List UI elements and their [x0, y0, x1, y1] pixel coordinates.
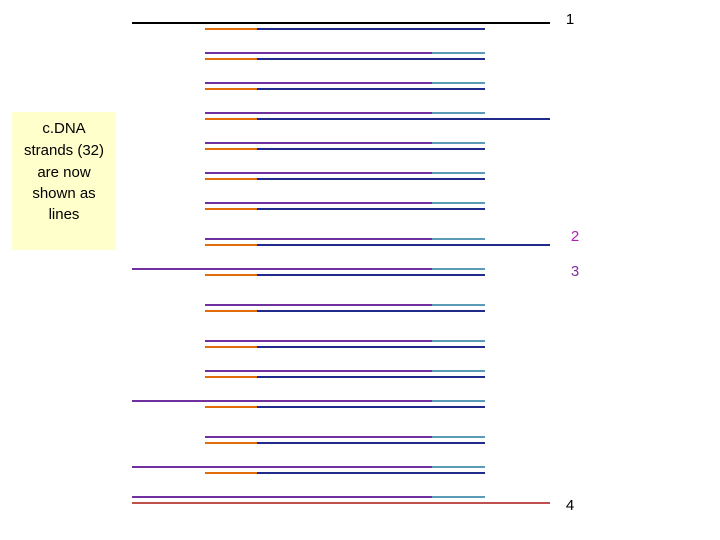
callout-line: lines — [49, 206, 80, 223]
callout-line: c.DNA — [42, 120, 85, 137]
strands — [132, 22, 550, 504]
callout: c.DNA strands (32) are now shown as line… — [24, 120, 104, 223]
callout-line: strands (32) — [24, 142, 104, 159]
marker-label: 2 — [571, 228, 579, 245]
callout-line: are now — [37, 164, 91, 181]
marker-label: 1 — [566, 11, 574, 28]
callout-line: shown as — [32, 185, 95, 202]
marker-label: 4 — [566, 497, 574, 514]
marker-label: 3 — [571, 263, 579, 280]
callout-box — [12, 112, 116, 250]
